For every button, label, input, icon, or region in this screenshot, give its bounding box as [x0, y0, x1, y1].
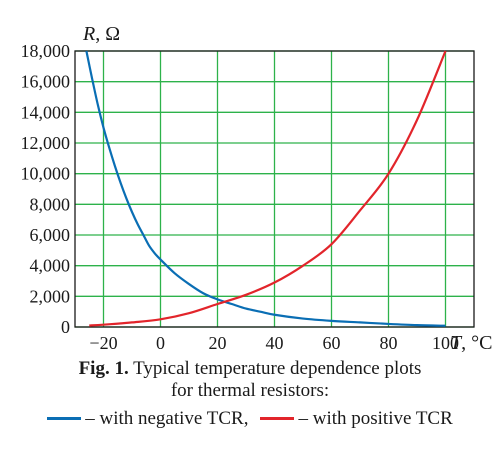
y-axis-label: R, Ω — [82, 23, 120, 45]
legend-item-positive: – with positive TCR — [260, 408, 453, 430]
chart: 0 2,000 4,000 6,000 8,000 10,000 12,000 14,000 1… — [21, 23, 493, 354]
plot-frame — [74, 50, 475, 328]
x-axis-label: T, °C — [450, 332, 492, 354]
y-tick-label: 10,000 — [21, 164, 71, 184]
series-positive-tcr-line — [89, 50, 447, 327]
x-tick-label: 40 — [266, 333, 284, 353]
x-tick-label: 100 — [432, 333, 459, 353]
y-tick-label: 0 — [61, 317, 70, 337]
y-tick-label: 6,000 — [30, 225, 71, 245]
y-tick-label: 8,000 — [30, 194, 71, 214]
legend: – with negative TCR, – with positive TCR — [0, 408, 500, 430]
figure-caption-line1: Fig. 1. Typical temperature dependence p… — [0, 358, 500, 380]
legend-item-negative: – with negative TCR, — [47, 408, 248, 430]
x-tick-label: 0 — [156, 333, 165, 353]
y-tick-label: 2,000 — [30, 286, 71, 306]
y-tick-label: 14,000 — [21, 102, 71, 122]
x-tick-label: −20 — [89, 333, 117, 353]
legend-swatch-negative — [47, 417, 82, 421]
legend-swatch-positive — [260, 417, 295, 421]
x-tick-label: 80 — [380, 333, 398, 353]
x-tick-label: 20 — [209, 333, 227, 353]
x-tick-label: 60 — [323, 333, 341, 353]
figure-caption-line2: for thermal resistors: — [170, 380, 330, 401]
figure-caption-text: Typical temperature dependence plots — [128, 358, 422, 379]
y-tick-label: 16,000 — [21, 72, 71, 92]
y-tick-label: 12,000 — [21, 133, 71, 153]
y-tick-label: 4,000 — [30, 256, 71, 276]
series-negative-tcr-line — [85, 50, 446, 327]
legend-label-positive: – with positive TCR — [298, 408, 453, 429]
y-tick-label: 18,000 — [21, 41, 71, 61]
figure-label: Fig. 1. — [78, 358, 129, 379]
legend-label-negative: – with negative TCR, — [85, 408, 249, 429]
